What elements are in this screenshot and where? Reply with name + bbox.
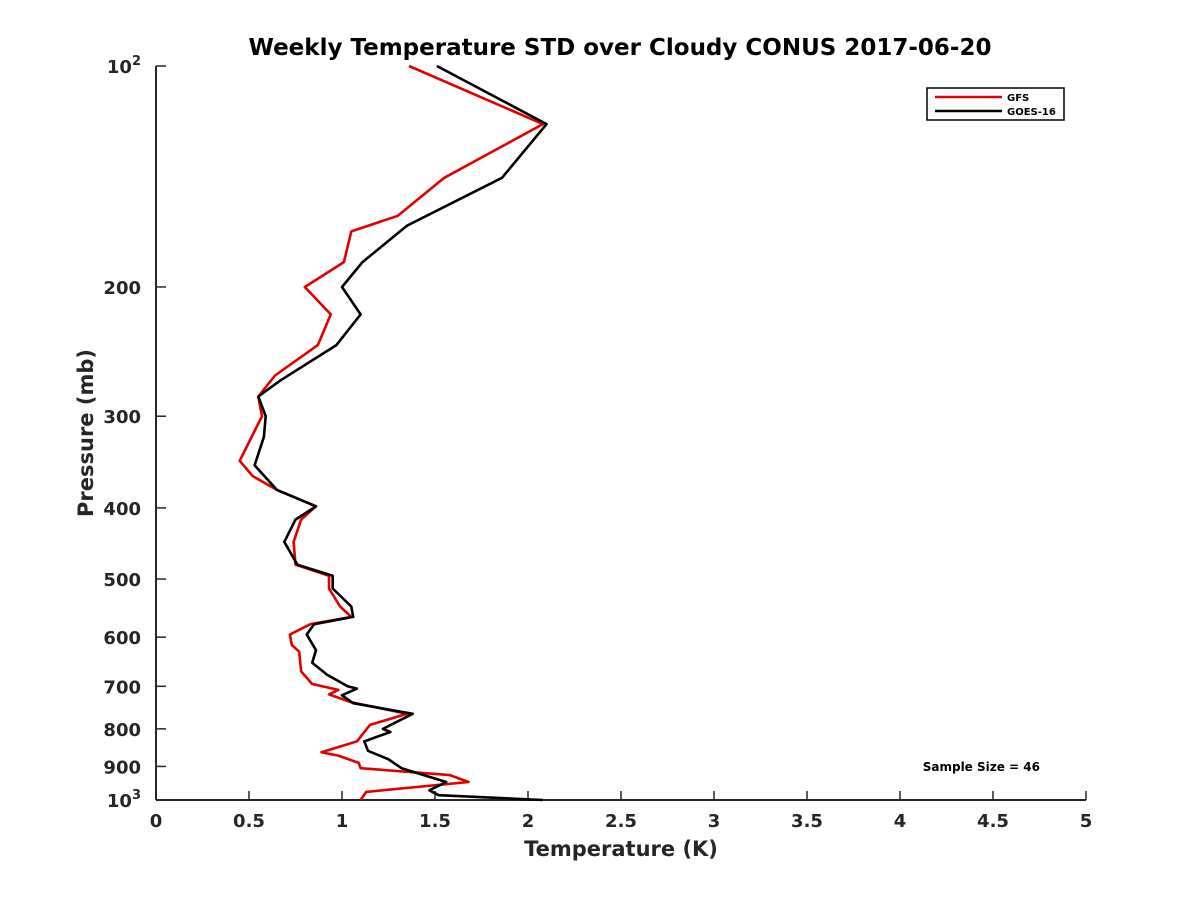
y-tick-label: 500 (103, 570, 141, 591)
y-tick-label: 103 (107, 788, 141, 812)
series-line-gfs (238, 64, 545, 801)
y-tick-label: 102 (107, 54, 141, 78)
y-tick-label: 800 (103, 720, 141, 741)
y-tick-label: 600 (103, 628, 141, 649)
x-tick-label: 2 (522, 811, 535, 832)
legend-label-gfs: GFS (1007, 93, 1029, 104)
legend-label-goes16: GOES-16 (1007, 107, 1056, 118)
y-tick-label: 200 (103, 278, 141, 299)
x-ticks: 0 0.5 1 1.5 2 2.5 3 3.5 4 4.5 5 (150, 791, 1093, 832)
x-tick-label: 5 (1080, 811, 1093, 832)
y-axis-label: Pressure (mb) (74, 349, 98, 517)
y-tick-label: 400 (103, 499, 141, 520)
x-tick-label: 1.5 (419, 811, 451, 832)
y-tick-label: 300 (103, 407, 141, 428)
series-line-goes16 (253, 64, 548, 802)
x-tick-label: 0.5 (233, 811, 265, 832)
y-tick-label: 900 (103, 757, 141, 778)
legend-box (926, 87, 1065, 121)
x-tick-label: 4.5 (977, 811, 1009, 832)
chart-title: Weekly Temperature STD over Cloudy CONUS… (249, 35, 992, 61)
legend: GFS GOES-16 (926, 87, 1065, 121)
x-axis-label: Temperature (K) (524, 837, 718, 861)
x-tick-label: 0 (150, 811, 163, 832)
y-tick-label: 700 (103, 677, 141, 698)
x-tick-label: 3 (708, 811, 721, 832)
series-group (238, 64, 548, 802)
sample-size-annotation: Sample Size = 46 (923, 760, 1040, 774)
x-tick-label: 4 (894, 811, 907, 832)
y-ticks: 102 200 300 400 500 600 700 800 900 103 (103, 54, 166, 812)
x-tick-label: 2.5 (605, 811, 637, 832)
x-tick-label: 3.5 (791, 811, 823, 832)
x-tick-label: 1 (336, 811, 349, 832)
